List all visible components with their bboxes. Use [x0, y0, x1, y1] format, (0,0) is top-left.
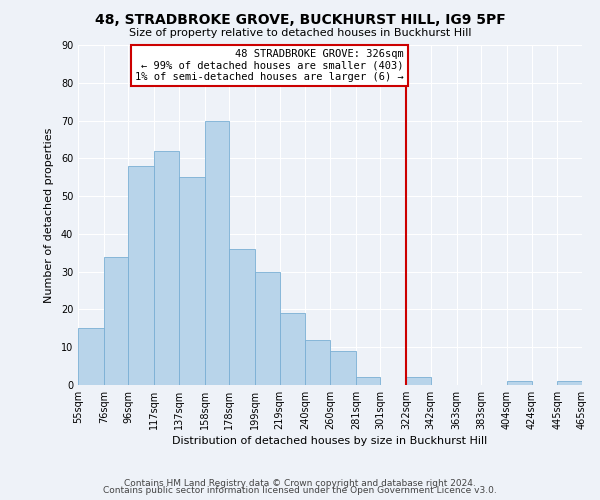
- Text: 48, STRADBROKE GROVE, BUCKHURST HILL, IG9 5PF: 48, STRADBROKE GROVE, BUCKHURST HILL, IG…: [95, 12, 505, 26]
- Y-axis label: Number of detached properties: Number of detached properties: [44, 128, 54, 302]
- Bar: [104, 256, 128, 385]
- Bar: [255, 272, 280, 385]
- Bar: [229, 249, 255, 385]
- Bar: [179, 177, 205, 385]
- Bar: [305, 340, 330, 385]
- Bar: [507, 381, 532, 385]
- Bar: [78, 328, 104, 385]
- Text: Contains HM Land Registry data © Crown copyright and database right 2024.: Contains HM Land Registry data © Crown c…: [124, 478, 476, 488]
- Bar: [557, 381, 582, 385]
- Bar: [154, 151, 179, 385]
- Bar: [280, 313, 305, 385]
- Text: Size of property relative to detached houses in Buckhurst Hill: Size of property relative to detached ho…: [129, 28, 471, 38]
- Bar: [356, 378, 380, 385]
- Bar: [406, 378, 431, 385]
- X-axis label: Distribution of detached houses by size in Buckhurst Hill: Distribution of detached houses by size …: [172, 436, 488, 446]
- Text: Contains public sector information licensed under the Open Government Licence v3: Contains public sector information licen…: [103, 486, 497, 495]
- Text: 48 STRADBROKE GROVE: 326sqm
← 99% of detached houses are smaller (403)
1% of sem: 48 STRADBROKE GROVE: 326sqm ← 99% of det…: [135, 49, 404, 82]
- Bar: [205, 120, 229, 385]
- Bar: [128, 166, 154, 385]
- Bar: [330, 351, 356, 385]
